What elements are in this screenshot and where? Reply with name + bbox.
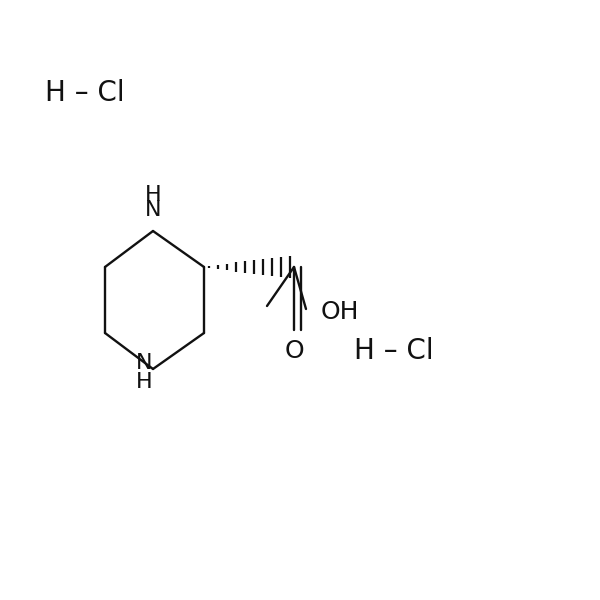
Text: H: H — [145, 185, 161, 205]
Text: H – Cl: H – Cl — [45, 79, 125, 107]
Text: H: H — [136, 372, 152, 392]
Text: H – Cl: H – Cl — [354, 337, 434, 365]
Text: OH: OH — [321, 300, 359, 324]
Text: O: O — [284, 339, 304, 363]
Text: N: N — [136, 353, 152, 373]
Text: N: N — [145, 200, 161, 220]
